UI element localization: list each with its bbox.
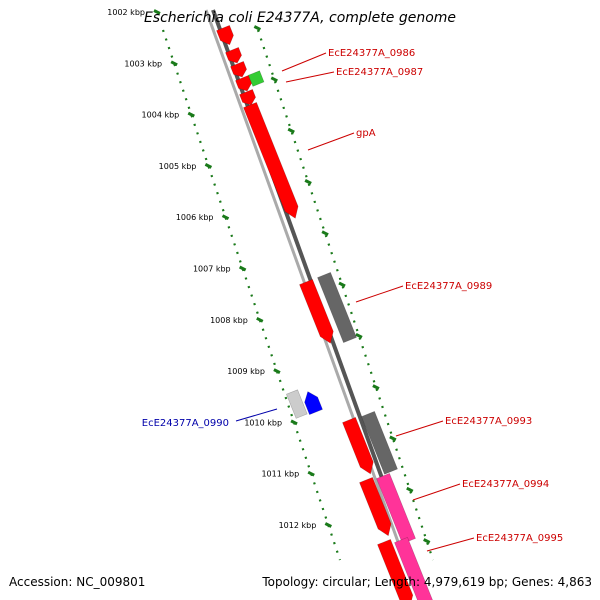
tick-label: 1012 kbp bbox=[279, 521, 317, 530]
tick-label: 1006 kbp bbox=[176, 213, 214, 222]
gene-label: EcE24377A_0993 bbox=[445, 416, 532, 427]
gene-arrow-top-4 bbox=[235, 75, 252, 92]
gene-label: EcE24377A_0994 bbox=[462, 479, 549, 490]
tick-mark-left bbox=[187, 111, 195, 118]
tick-mark-left bbox=[153, 9, 161, 15]
tick-label: 1005 kbp bbox=[159, 162, 197, 171]
tick-mark-right bbox=[406, 486, 414, 493]
genome-title: Escherichia coli E24377A, complete genom… bbox=[143, 10, 457, 26]
gene-arrow-top-2 bbox=[225, 47, 242, 64]
tick-mark-left bbox=[324, 522, 332, 528]
gene-arrow-0995 bbox=[377, 539, 414, 600]
gene-label: EcE24377A_0987 bbox=[336, 67, 423, 78]
tick-label: 1011 kbp bbox=[261, 470, 299, 479]
tick-mark-right bbox=[253, 25, 262, 31]
accession-text: Accession: NC_009801 bbox=[9, 575, 146, 589]
tick-label: 1002 kbp bbox=[107, 8, 145, 17]
gene-arrow-gpA bbox=[243, 102, 299, 219]
gene-leader-line bbox=[426, 537, 475, 552]
tick-mark-left bbox=[238, 265, 247, 272]
tick-mark-right bbox=[372, 384, 380, 390]
gene-box-0993-gray bbox=[361, 411, 398, 475]
tick-mark-right bbox=[389, 435, 397, 442]
tick-label: 1010 kbp bbox=[244, 418, 282, 427]
tick-label: 1007 kbp bbox=[193, 265, 231, 274]
gene-label: EcE24377A_0989 bbox=[405, 281, 492, 292]
genome-summary-text: Topology: circular; Length: 4,979,619 bp… bbox=[262, 575, 592, 589]
gene-arrow-0989 bbox=[299, 279, 334, 344]
gene-box-0990-gray bbox=[286, 389, 308, 419]
gene-label: EcE24377A_0995 bbox=[476, 533, 563, 544]
tick-track-left bbox=[161, 29, 342, 561]
tick-mark-left bbox=[290, 419, 298, 426]
tick-mark-right bbox=[304, 179, 312, 185]
tick-mark-left bbox=[204, 163, 213, 169]
gene-arrow-0994 bbox=[359, 477, 392, 537]
tick-mark-right bbox=[270, 76, 278, 83]
tick-mark-left bbox=[256, 316, 264, 323]
tick-mark-left bbox=[170, 60, 178, 67]
tick-mark-right bbox=[338, 281, 346, 288]
gene-leader-line bbox=[235, 408, 278, 422]
gene-leader-line bbox=[285, 71, 335, 83]
tick-label: 1008 kbp bbox=[210, 316, 248, 325]
gene-arrow-top-3 bbox=[230, 61, 247, 78]
tick-label: 1003 kbp bbox=[124, 59, 162, 68]
tick-mark-right bbox=[355, 332, 363, 339]
gene-box-0995-pink bbox=[394, 537, 433, 600]
tick-track-right bbox=[256, 29, 435, 561]
gene-label: EcE24377A_0990 bbox=[142, 418, 229, 429]
tick-mark-left bbox=[307, 470, 315, 477]
gene-leader-line bbox=[395, 420, 444, 437]
tick-mark-right bbox=[321, 230, 329, 237]
gene-arrow-0990 bbox=[304, 391, 323, 415]
tick-mark-right bbox=[423, 538, 431, 544]
gene-box-0987 bbox=[248, 70, 265, 87]
tick-mark-left bbox=[273, 368, 281, 374]
gene-box-0989-gray bbox=[317, 272, 357, 343]
gene-arrow-top-5 bbox=[239, 89, 256, 106]
gene-leader-line bbox=[281, 52, 327, 72]
gene-arrow-top-1 bbox=[216, 25, 234, 46]
tick-mark-left bbox=[221, 214, 230, 221]
gene-label: gpA bbox=[356, 128, 376, 139]
gene-leader-line bbox=[307, 132, 355, 151]
tick-label: 1004 kbp bbox=[142, 111, 180, 120]
tick-mark-right bbox=[287, 127, 295, 134]
tick-label: 1009 kbp bbox=[227, 367, 265, 376]
gene-leader-line bbox=[412, 483, 461, 501]
gene-label: EcE24377A_0986 bbox=[328, 48, 415, 59]
gene-arrow-0993 bbox=[342, 417, 374, 475]
gene-leader-line bbox=[355, 285, 404, 303]
